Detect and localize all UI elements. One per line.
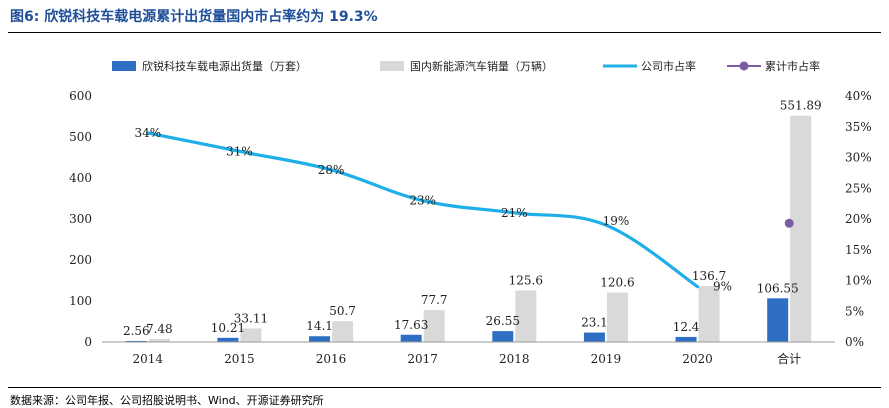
- y-left-tick-label: 200: [69, 253, 92, 267]
- bar-label-shipments: 17.63: [394, 318, 428, 332]
- bar-label-nev-sales: 7.48: [146, 322, 173, 336]
- bar-label-shipments: 26.55: [486, 314, 520, 328]
- y-right-tick-label: 5%: [845, 304, 864, 318]
- y-right-tick-label: 35%: [845, 120, 872, 134]
- bar-label-nev-sales: 120.6: [600, 276, 634, 290]
- y-right-tick-label: 40%: [845, 89, 872, 103]
- x-tick-label: 2019: [591, 352, 622, 366]
- y-right-tick-label: 0%: [845, 335, 864, 349]
- bar-label-nev-sales: 77.7: [421, 293, 448, 307]
- share-line: [146, 131, 700, 289]
- bar-shipments: [767, 298, 789, 342]
- y-left-tick-label: 100: [69, 294, 92, 308]
- y-right-tick-label: 10%: [845, 274, 872, 288]
- y-right-tick-label: 20%: [845, 212, 872, 226]
- bar-label-nev-sales: 33.11: [234, 311, 268, 325]
- bar-label-nev-sales: 136.7: [692, 269, 726, 283]
- legend-label-shipments: 欣锐科技车载电源出货量（万套）: [142, 59, 307, 73]
- bar-shipments: [125, 340, 147, 342]
- bar-label-shipments: 14.1: [306, 319, 333, 333]
- share-line-label: 21%: [501, 206, 528, 220]
- x-tick-label: 2017: [407, 352, 438, 366]
- bar-shipments: [217, 337, 239, 342]
- y-right-tick-label: 25%: [845, 181, 872, 195]
- bar-shipments: [492, 331, 514, 342]
- source-rule: [8, 387, 881, 388]
- bar-shipments: [309, 336, 331, 342]
- x-tick-label: 2015: [224, 352, 255, 366]
- share-line-label: 9%: [713, 280, 732, 294]
- y-left-tick-label: 600: [69, 89, 92, 103]
- bar-label-shipments: 2.56: [123, 324, 150, 338]
- y-right-tick-label: 30%: [845, 151, 872, 165]
- source-note: 数据来源：公司年报、公司招股说明书、Wind、开源证券研究所: [10, 394, 324, 407]
- bar-label-nev-sales: 551.89: [780, 99, 822, 113]
- legend-label-nev-sales: 国内新能源汽车销量（万辆）: [410, 59, 553, 73]
- x-tick-label: 合计: [777, 351, 801, 366]
- bar-nev-sales: [423, 310, 445, 342]
- bar-nev-sales: [332, 321, 354, 342]
- bar-label-shipments: 12.4: [673, 320, 700, 334]
- bar-nev-sales: [240, 328, 262, 342]
- share-line-label: 31%: [226, 144, 253, 158]
- share-line-label: 19%: [603, 214, 630, 228]
- y-left-tick-label: 0: [84, 335, 92, 349]
- y-left-tick-label: 400: [69, 171, 92, 185]
- y-right-tick-label: 15%: [845, 243, 872, 257]
- bar-nev-sales: [698, 285, 720, 342]
- bar-shipments: [583, 332, 605, 342]
- bar-label-nev-sales: 125.6: [509, 274, 543, 288]
- bar-nev-sales: [515, 290, 537, 342]
- bar-label-shipments: 106.55: [757, 281, 799, 295]
- bar-shipments: [675, 336, 697, 342]
- share-line-label: 23%: [409, 194, 436, 208]
- share-line-label: 34%: [134, 126, 161, 140]
- share-line-label: 28%: [318, 163, 345, 177]
- legend-swatch-nev-sales: [380, 61, 404, 71]
- bar-label-shipments: 10.21: [211, 321, 245, 335]
- y-left-tick-label: 500: [69, 130, 92, 144]
- bar-label-shipments: 23.1: [581, 316, 608, 330]
- x-tick-label: 2014: [133, 352, 164, 366]
- legend-label-share-line: 公司市占率: [641, 59, 696, 73]
- bar-nev-sales: [606, 292, 628, 342]
- bar-nev-sales: [790, 115, 812, 342]
- x-tick-label: 2020: [682, 352, 713, 366]
- legend-label-cumulative: 累计市占率: [765, 59, 820, 73]
- legend-swatch-cumulative-point: [739, 61, 749, 71]
- x-tick-label: 2018: [499, 352, 530, 366]
- bar-shipments: [400, 334, 422, 342]
- bar-nev-sales: [148, 338, 170, 342]
- figure-title: 图6: 欣锐科技车载电源累计出货量国内市占率约为 19.3%: [10, 9, 378, 25]
- bar-label-nev-sales: 50.7: [329, 304, 356, 318]
- y-left-tick-label: 300: [69, 212, 92, 226]
- title-rule: [8, 32, 881, 33]
- legend-swatch-shipments: [112, 61, 136, 71]
- x-tick-label: 2016: [316, 352, 347, 366]
- cumulative-share-point: [784, 218, 794, 228]
